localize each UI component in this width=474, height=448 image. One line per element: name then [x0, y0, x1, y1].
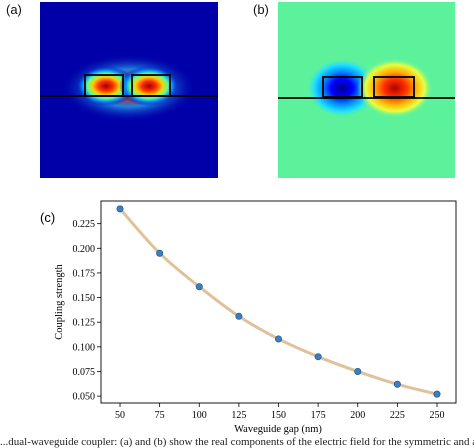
- y-tick-label: 0.150: [73, 293, 96, 304]
- x-tick-label: 50: [115, 410, 125, 421]
- x-tick-label: 150: [271, 410, 286, 421]
- panel-b-field-map: [278, 2, 455, 178]
- panel-b-label: (b): [253, 2, 269, 17]
- y-tick-label: 0.225: [73, 219, 96, 230]
- y-axis-label: Coupling strength: [54, 263, 65, 339]
- data-point: [235, 312, 243, 320]
- y-tick-label: 0.200: [73, 244, 96, 255]
- data-point: [156, 249, 164, 257]
- y-tick-label: 0.175: [73, 268, 96, 279]
- y-tick-label: 0.075: [73, 367, 96, 378]
- x-axis-ticks: 50 75 100 125 150 175 200 225 250: [115, 403, 444, 421]
- y-tick-label: 0.050: [73, 392, 96, 403]
- x-tick-label: 75: [155, 410, 165, 421]
- x-tick-label: 125: [231, 410, 246, 421]
- waveguide-right-b: [373, 76, 415, 98]
- figure-caption: ...dual-waveguide coupler: (a) and (b) s…: [0, 436, 474, 448]
- data-point: [274, 335, 282, 343]
- data-point: [195, 283, 203, 291]
- plot-frame: [100, 200, 457, 404]
- x-tick-label: 100: [192, 410, 207, 421]
- y-tick-label: 0.100: [73, 342, 96, 353]
- x-axis-label: Waveguide gap (nm): [234, 424, 322, 435]
- panel-c-label: (c): [40, 210, 55, 225]
- x-tick-label: 175: [311, 410, 326, 421]
- data-point: [393, 380, 401, 388]
- x-tick-label: 250: [429, 410, 444, 421]
- x-tick-label: 200: [350, 410, 365, 421]
- waveguide-left-b: [322, 76, 363, 98]
- y-axis-ticks: 0.050 0.075 0.100 0.125 0.150 0.175 0.200 0.225: [73, 219, 101, 403]
- x-tick-label: 225: [390, 410, 405, 421]
- panel-a-field-map: [40, 2, 218, 178]
- y-tick-label: 0.125: [73, 318, 96, 329]
- panel-a-label: (a): [6, 2, 22, 17]
- data-point: [314, 353, 322, 361]
- series-points: [116, 205, 441, 398]
- data-point: [433, 390, 441, 398]
- data-point: [354, 367, 362, 375]
- series-line: [118, 207, 439, 396]
- data-point: [116, 205, 124, 213]
